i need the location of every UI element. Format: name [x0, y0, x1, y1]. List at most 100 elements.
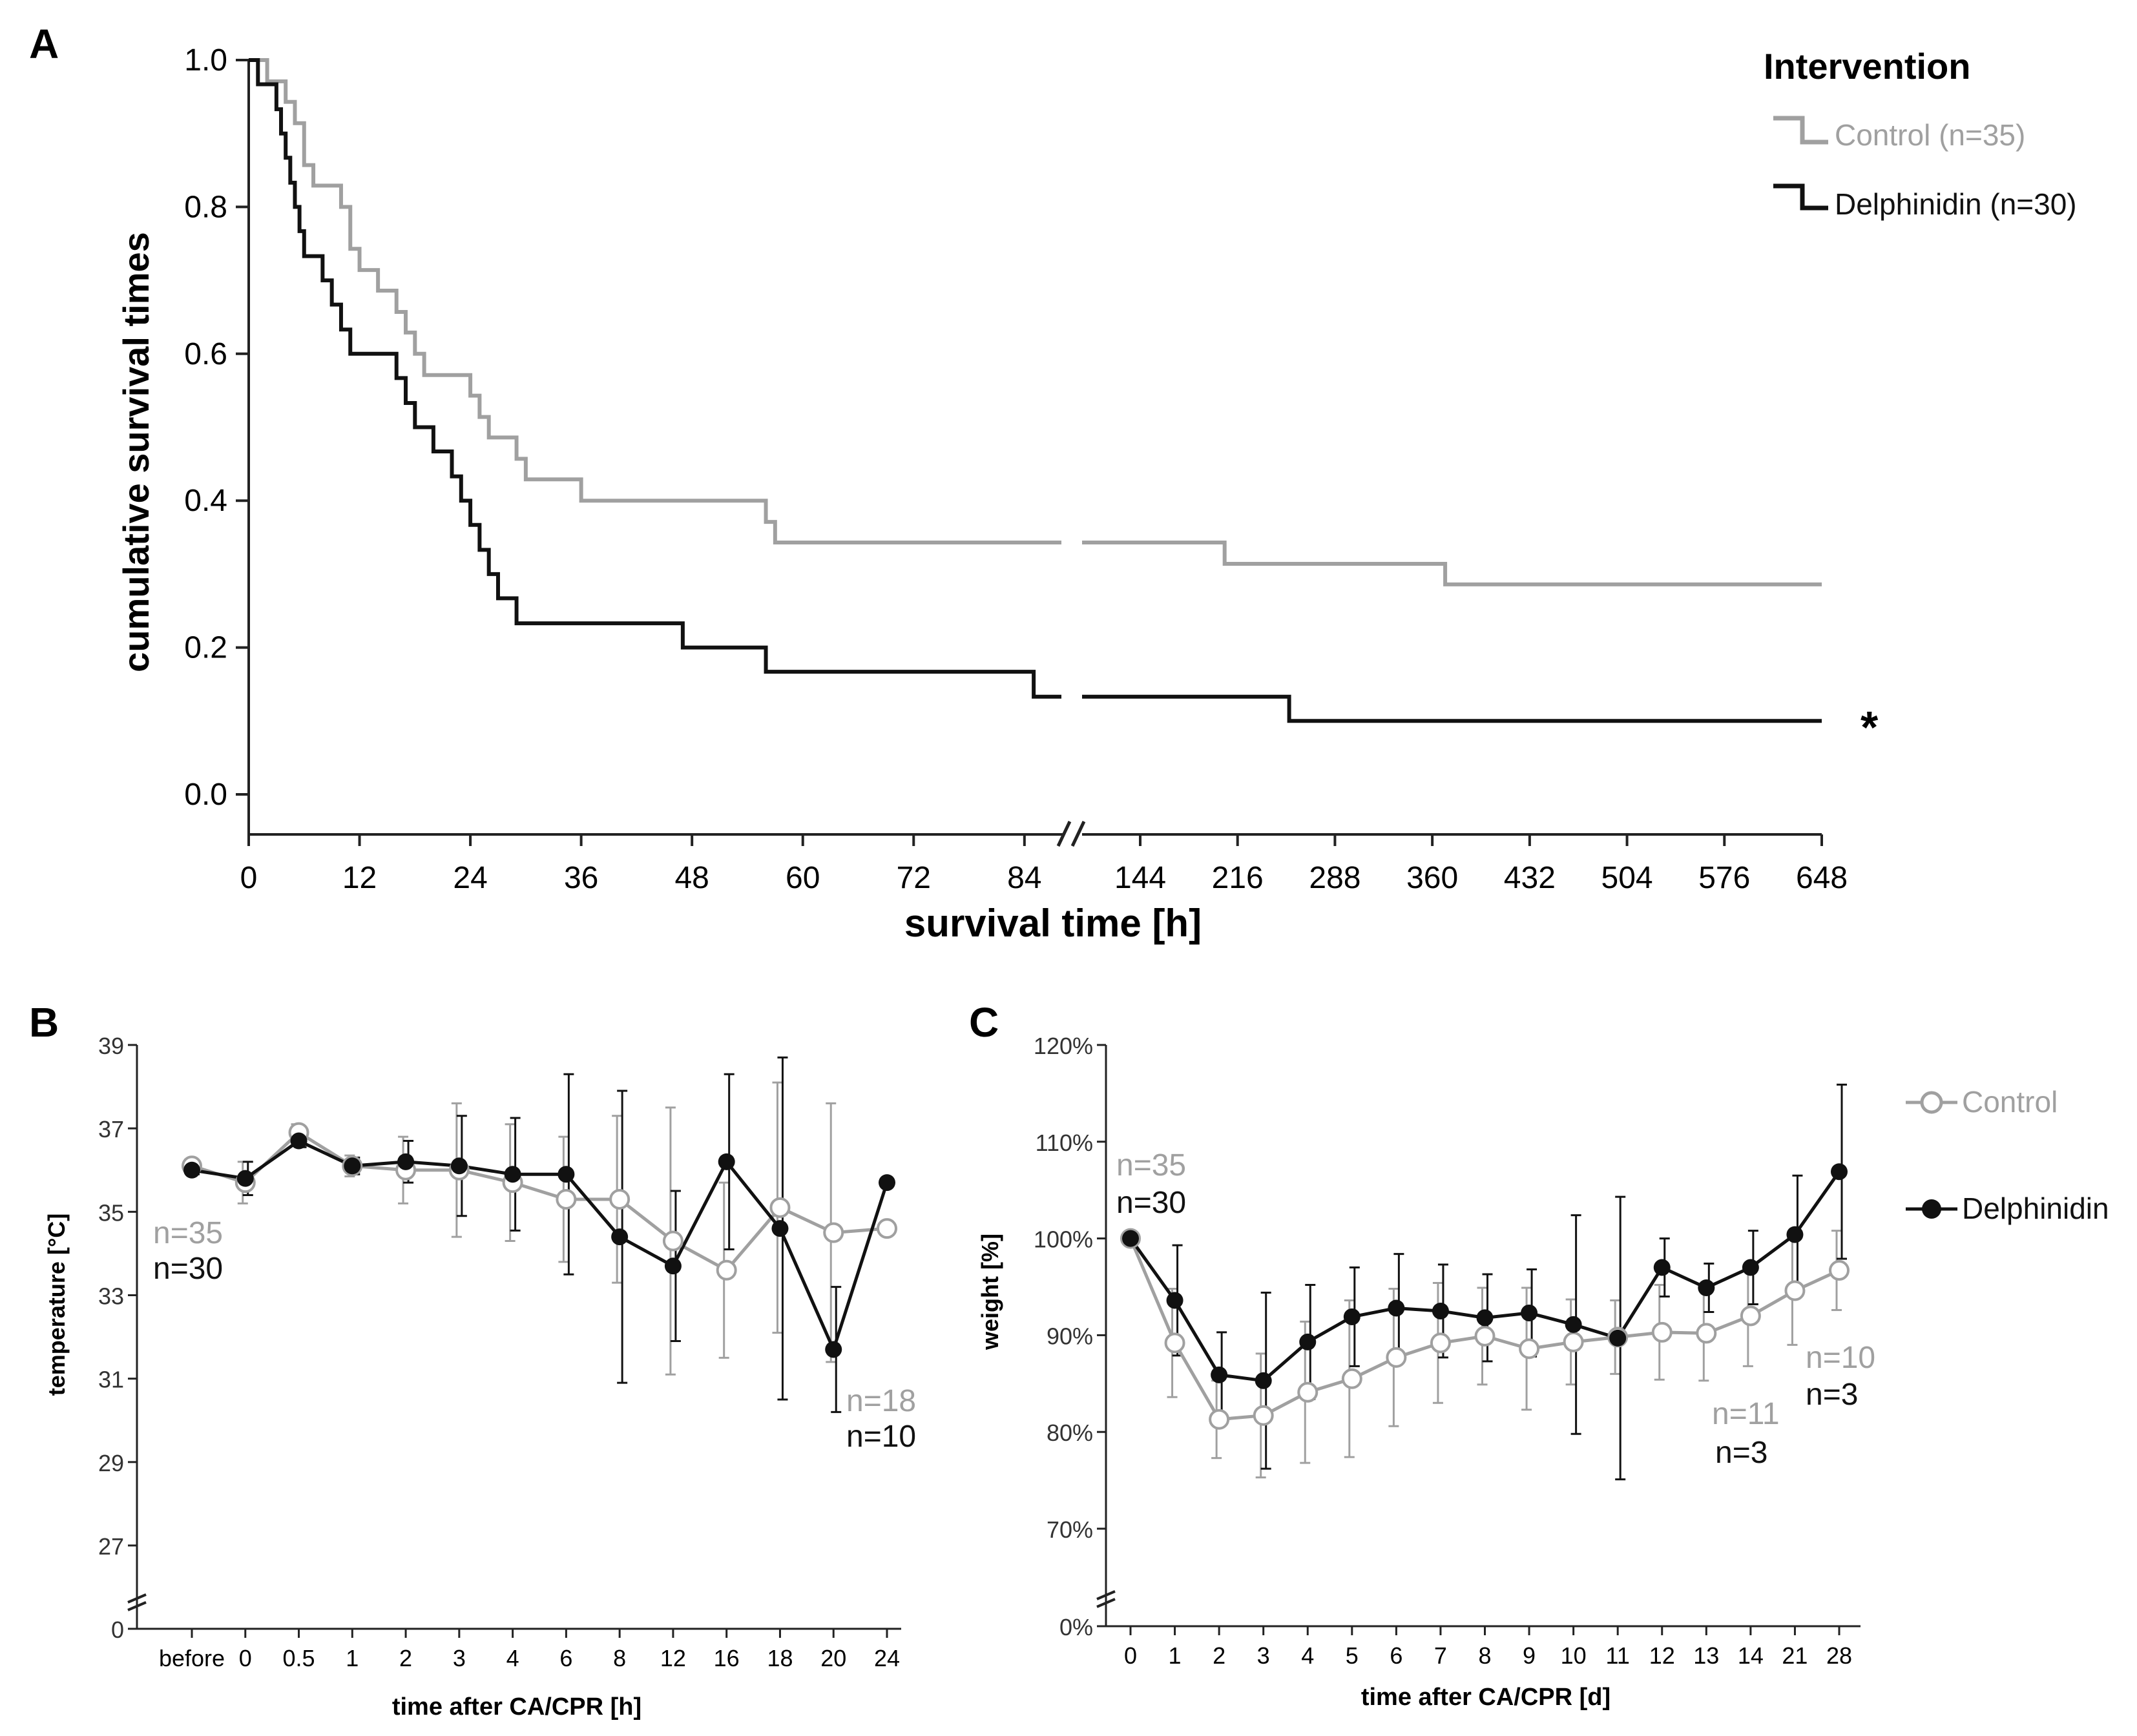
panel-b-axes: [127, 1045, 901, 1630]
delphinidin-data-point: [1432, 1302, 1449, 1319]
axis-break-mark: [1096, 1598, 1116, 1608]
control-data-point: [1519, 1338, 1540, 1359]
y-tick-label: 37: [98, 1116, 124, 1142]
legend-control-label: Control (n=35): [1835, 118, 2025, 152]
x-tick-label: 72: [897, 861, 931, 895]
control-data-point: [556, 1188, 577, 1210]
panel-c-ticks: 0%70%80%90%100%110%120%0 1 2 3 4 5 6 7 8 9 10 11 12 1…: [1034, 1033, 1852, 1669]
panel-b-start-n-control: n=35: [153, 1216, 223, 1250]
panel-b-end-n-delphinidin: n=10: [846, 1420, 916, 1454]
x-tick-label: 1: [1169, 1642, 1182, 1669]
x-tick-label: 7: [1434, 1642, 1447, 1669]
x-tick-label: 144: [1114, 861, 1166, 895]
panel-c-mid-n-control: n=11: [1712, 1397, 1780, 1431]
y-tick-label: 100%: [1034, 1226, 1093, 1253]
x-tick-label: 6: [559, 1645, 572, 1671]
delphinidin-data-point: [1565, 1316, 1582, 1333]
delphinidin-data-point: [450, 1157, 468, 1175]
x-tick-label: 576: [1698, 861, 1750, 895]
legend-delphinidin-label: Delphinidin (n=30): [1835, 187, 2077, 221]
x-tick-label: 648: [1796, 861, 1848, 895]
delphinidin-data-point: [1299, 1333, 1317, 1350]
delphinidin-data-point: [236, 1170, 254, 1187]
control-data-point: [1474, 1325, 1496, 1347]
axis-break-mark: [1056, 820, 1072, 847]
y-tick-label: 27: [98, 1533, 124, 1560]
legend-control-marker: [1773, 116, 1828, 145]
panel-c: C weight [%] time after CA/CPR [d] Contr…: [969, 999, 2109, 1711]
control-data-point: [1297, 1381, 1319, 1403]
x-tick-label: 288: [1309, 861, 1360, 895]
delphinidin-data-point: [825, 1341, 842, 1358]
delphinidin-data-point: [1122, 1230, 1139, 1247]
x-tick-label: 4: [1301, 1642, 1314, 1669]
panel-b-start-n-delphinidin: n=30: [153, 1252, 223, 1286]
y-tick-label: 0.4: [184, 484, 227, 518]
control-data-point: [1829, 1260, 1850, 1281]
x-tick-label: 6: [1390, 1642, 1402, 1669]
control-survival-curve: [249, 58, 1061, 545]
y-tick-label: 31: [98, 1367, 124, 1393]
x-tick-label: 0: [1124, 1642, 1137, 1669]
axis-break-mark: [1070, 820, 1086, 847]
x-tick-label: 48: [674, 861, 709, 895]
delphinidin-data-point: [1786, 1226, 1804, 1243]
x-tick-label: 18: [767, 1645, 793, 1671]
delphinidin-data-point: [1476, 1309, 1494, 1327]
y-tick-label: 110%: [1036, 1130, 1093, 1156]
delphinidin-survival-curve: [249, 58, 1061, 699]
y-tick-label: 120%: [1034, 1033, 1093, 1059]
delphinidin-data-point: [611, 1228, 629, 1246]
y-tick-label: 70%: [1047, 1516, 1093, 1543]
y-tick-label: 0: [111, 1617, 124, 1643]
axis-break-mark: [1096, 1590, 1116, 1600]
x-tick-label: 2: [1213, 1642, 1225, 1669]
x-tick-label: 12: [660, 1645, 686, 1671]
y-tick-label: 0.2: [184, 631, 227, 665]
panel-b-end-n-control: n=18: [846, 1384, 916, 1418]
legend-c-delphinidin-marker: [1906, 1199, 1957, 1219]
delphinidin-data-point: [718, 1153, 735, 1170]
panel-c-start-n-control: n=35: [1116, 1148, 1186, 1183]
control-data-point: [1651, 1321, 1673, 1343]
x-tick-label: 11: [1606, 1642, 1630, 1669]
panel-b-x-axis-label: time after CA/CPR [h]: [392, 1693, 641, 1720]
y-tick-label: 0.6: [184, 337, 227, 371]
delphinidin-data-point: [290, 1132, 308, 1150]
delphinidin-data-point: [504, 1166, 521, 1183]
x-tick-label: 24: [874, 1645, 900, 1671]
panel-c-end-n-delphinidin: n=3: [1806, 1378, 1858, 1412]
control-data-point: [877, 1218, 897, 1239]
delphinidin-data-point: [1698, 1279, 1715, 1296]
x-tick-label: 84: [1007, 861, 1041, 895]
control-data-point: [1386, 1347, 1407, 1368]
x-tick-label: 3: [1257, 1642, 1270, 1669]
panel-a: A cumulative survival times survival tim…: [29, 21, 2077, 945]
control-data-point: [1209, 1409, 1230, 1430]
panel-c-start-n-delphinidin: n=30: [1116, 1186, 1186, 1220]
y-tick-label: 0.0: [184, 778, 227, 812]
delphinidin-data-point: [1343, 1308, 1360, 1325]
control-data-point: [1784, 1280, 1806, 1301]
axis-break-mark: [127, 1593, 147, 1604]
y-tick-label: 39: [98, 1033, 124, 1059]
delphinidin-data-point: [558, 1166, 575, 1183]
control-data-point: [1341, 1368, 1362, 1389]
x-tick-label: 20: [820, 1645, 846, 1671]
control-survival-curve-extended: [1082, 541, 1822, 586]
x-tick-label: 9: [1523, 1642, 1536, 1669]
panel-c-series: [1120, 1083, 1850, 1481]
y-tick-label: 90%: [1047, 1323, 1093, 1349]
delphinidin-data-point: [1653, 1259, 1671, 1276]
x-tick-label: 1: [346, 1645, 359, 1671]
control-data-point: [1253, 1405, 1274, 1426]
x-tick-label: 432: [1504, 861, 1556, 895]
panel-a-y-axis-label: cumulative survival times: [116, 232, 156, 672]
control-data-point: [1430, 1332, 1451, 1354]
panel-label-a: A: [29, 21, 59, 67]
x-tick-label: 5: [1346, 1642, 1359, 1669]
delphinidin-data-point: [1211, 1366, 1228, 1383]
delphinidin-data-point: [1166, 1292, 1183, 1309]
